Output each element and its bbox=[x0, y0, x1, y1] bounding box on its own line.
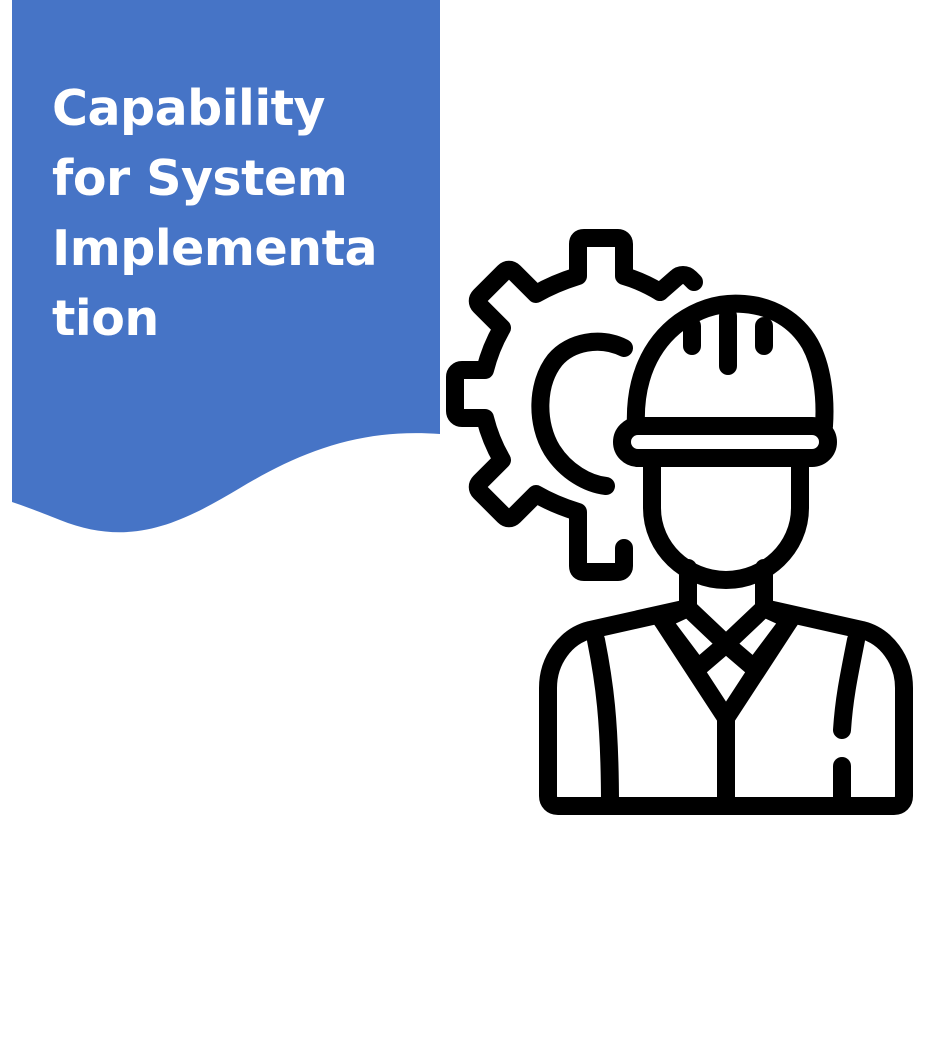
helmet-dome bbox=[626, 294, 834, 435]
engineer-with-gear-icon bbox=[446, 229, 913, 815]
gear-tooth-right bbox=[651, 266, 703, 301]
vest-right bbox=[717, 611, 799, 727]
banner-wave-shape bbox=[12, 0, 440, 533]
arm-line-right bbox=[833, 631, 865, 739]
title-line-1: Capability bbox=[52, 80, 326, 137]
banner-title: Capability for System Implementa tion bbox=[52, 74, 432, 354]
helmet-brim bbox=[613, 417, 837, 467]
gear-icon bbox=[446, 229, 669, 581]
title-line-4: tion bbox=[52, 290, 159, 347]
title-line-2: for System bbox=[52, 150, 348, 207]
title-line-3: Implementa bbox=[52, 220, 378, 277]
face-outline bbox=[643, 449, 809, 589]
gear-inner-arc bbox=[531, 332, 633, 495]
arm-line-left bbox=[587, 631, 619, 815]
